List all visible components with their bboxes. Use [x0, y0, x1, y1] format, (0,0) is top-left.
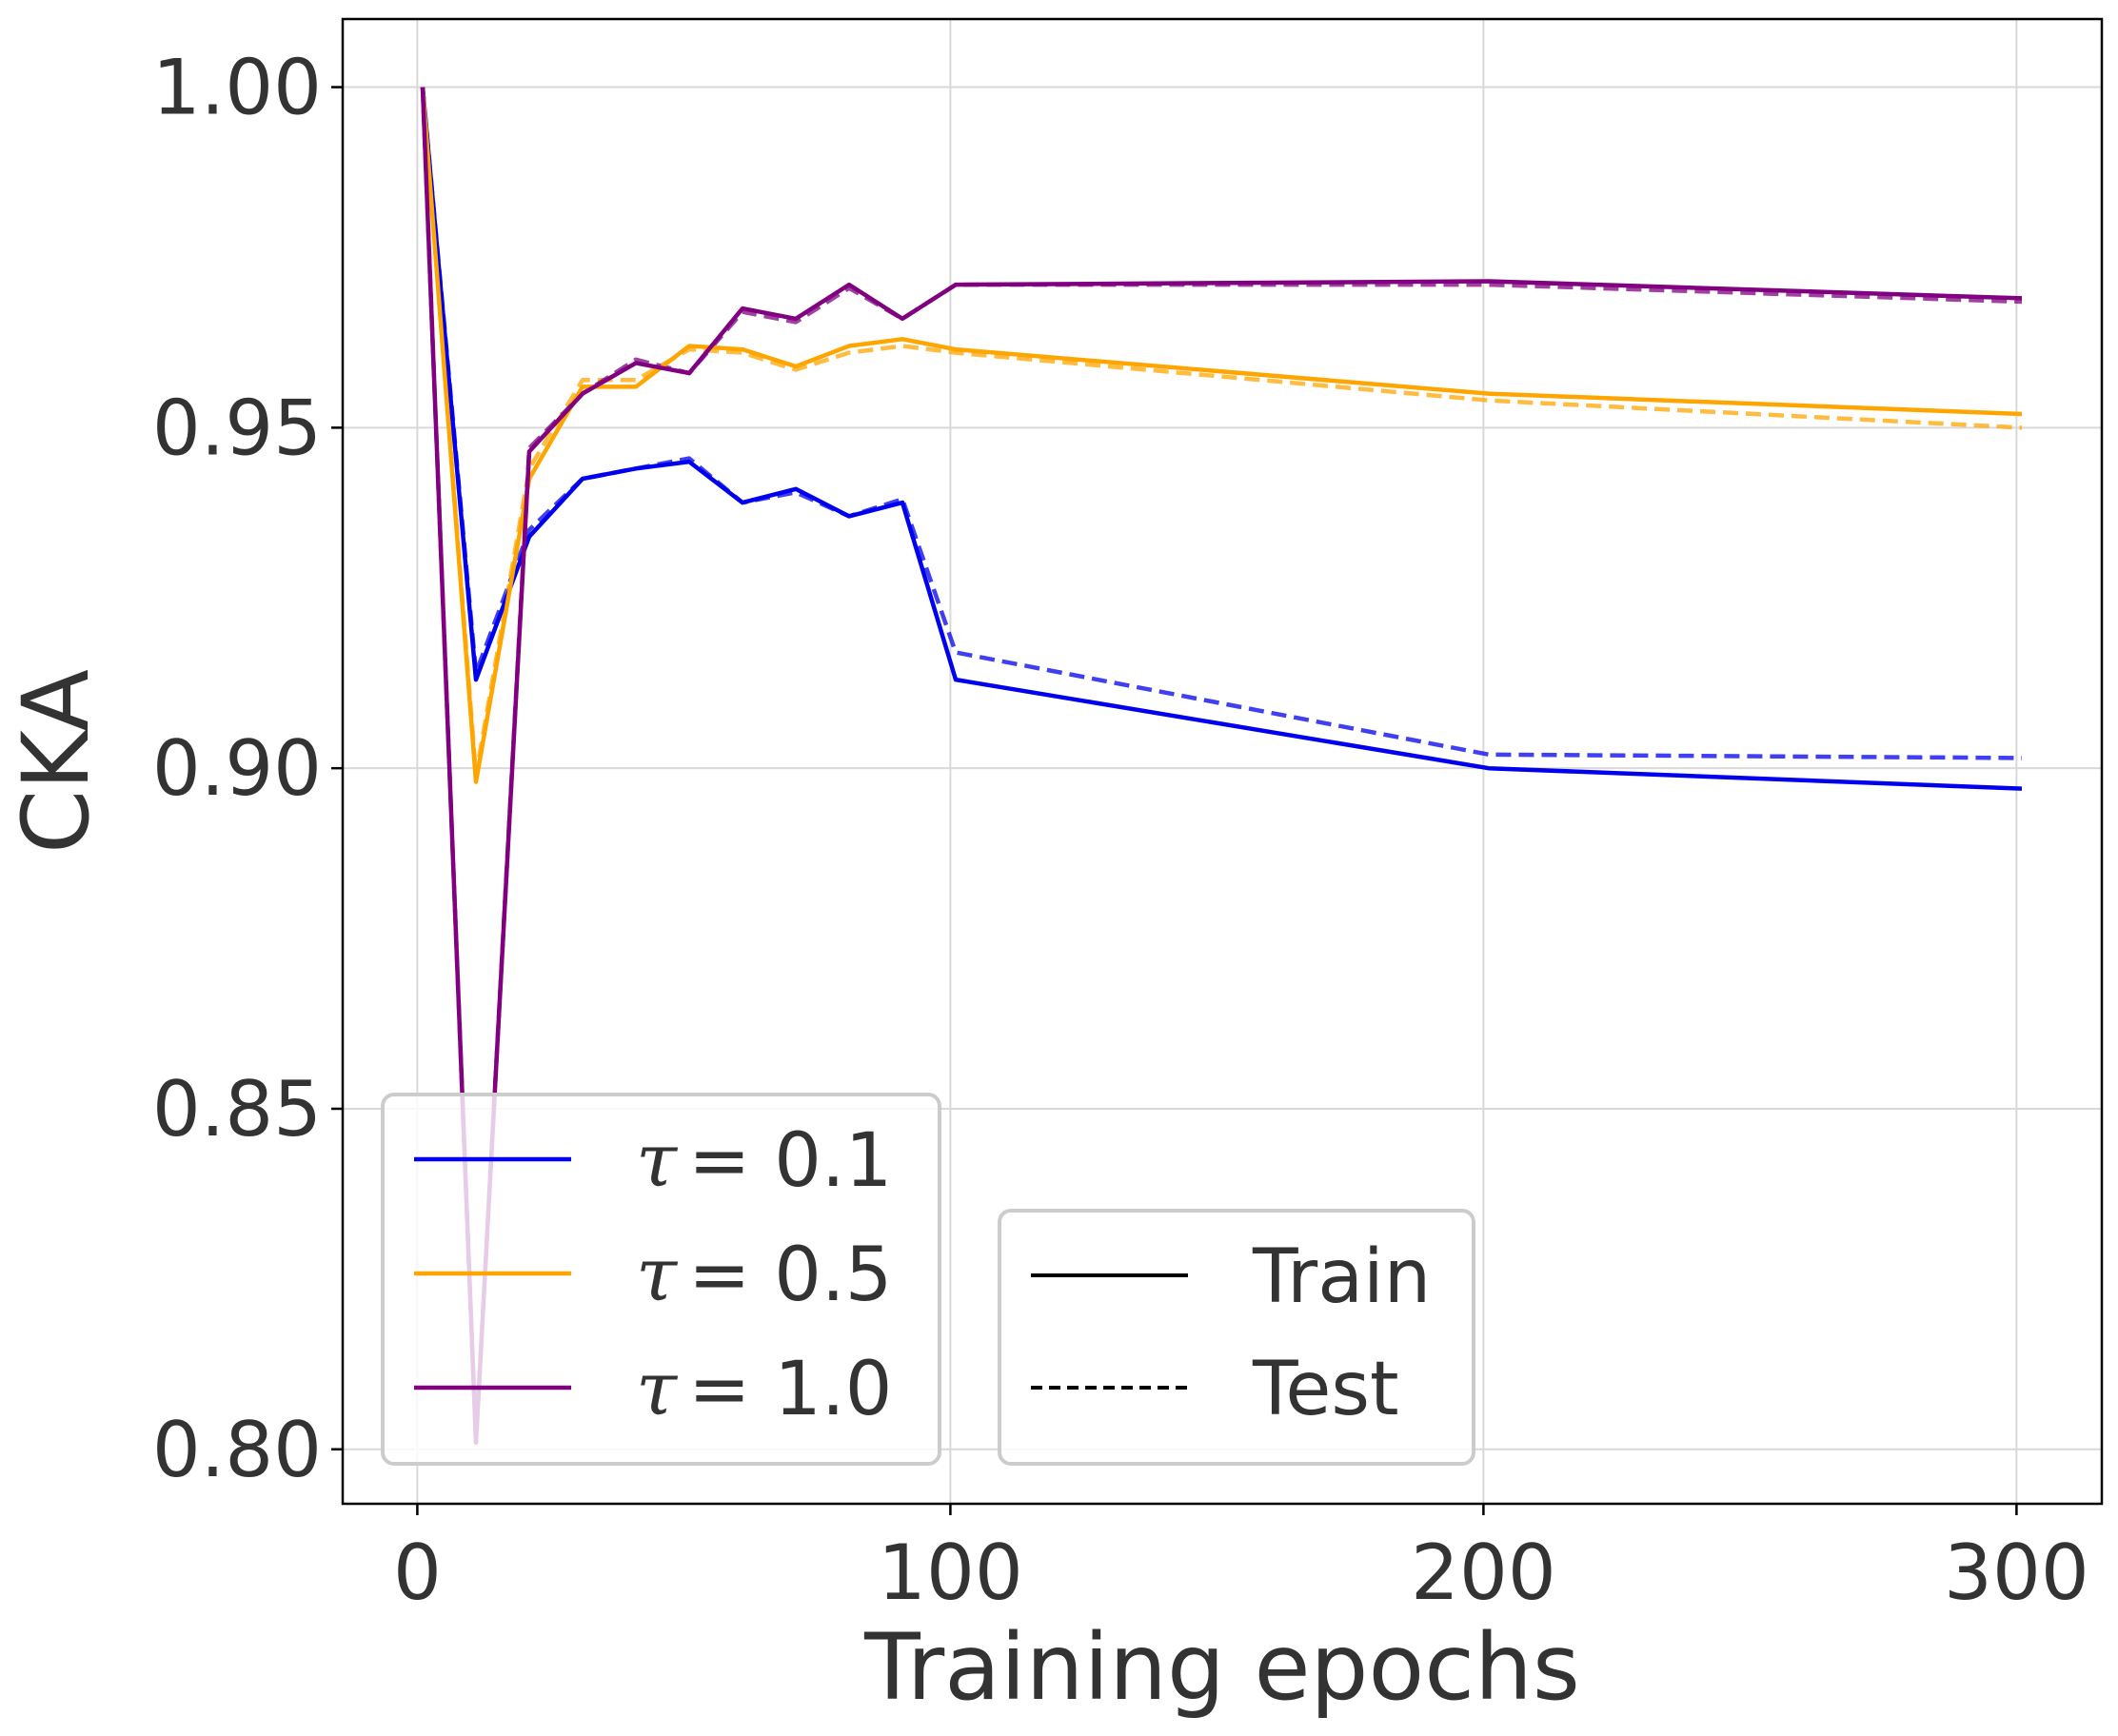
legend-tau: τ = 0.1τ = 0.5τ = 1.0 [381, 1093, 941, 1466]
legend-tau-value: = 1.0 [688, 1347, 892, 1432]
legend-tau-value: = 0.1 [688, 1118, 892, 1204]
legend-style-label: Train [1252, 1234, 1431, 1320]
x-tick-label: 100 [878, 1529, 1023, 1617]
legend-tau-label: τ = 0.5 [636, 1233, 892, 1318]
legend-style-label: Test [1252, 1347, 1399, 1432]
legend-tau-box [381, 1093, 941, 1466]
series-0-test-line [420, 87, 2023, 760]
legend-tau-value: = 0.5 [688, 1233, 892, 1318]
y-tick-label: 0.90 [152, 724, 322, 813]
y-tick-label: 0.95 [152, 384, 322, 472]
y-axis-label: CKA [3, 669, 109, 854]
series-lines [420, 87, 2023, 1445]
plot-frame [341, 17, 2104, 1506]
y-tick-label: 0.80 [152, 1406, 322, 1494]
series-0-train-line [420, 87, 2023, 791]
legend-tau-label: τ = 0.1 [636, 1118, 892, 1204]
legend-tau-symbol: τ [636, 1347, 679, 1432]
legend-style: Train Test [998, 1209, 1475, 1466]
legend-tau-symbol: τ [636, 1118, 679, 1204]
x-axis-label: Training epochs [863, 1614, 1580, 1721]
x-tick-label: 0 [393, 1529, 442, 1617]
y-tick-label: 1.00 [152, 44, 322, 132]
y-axis-ticks: 0.80 0.85 0.90 0.95 1.00 [152, 44, 343, 1494]
series-1-test-line [420, 87, 2023, 778]
x-tick-label: 300 [1944, 1529, 2089, 1617]
series-2-train-line [420, 87, 2023, 1445]
series-1-train-line [420, 87, 2023, 784]
legend-tau-symbol: τ [636, 1233, 679, 1318]
y-tick-label: 0.85 [152, 1065, 322, 1154]
x-tick-label: 200 [1411, 1529, 1556, 1617]
legend-tau-label: τ = 1.0 [636, 1347, 892, 1432]
x-axis-ticks: 0 100 200 300 [393, 1504, 2089, 1617]
